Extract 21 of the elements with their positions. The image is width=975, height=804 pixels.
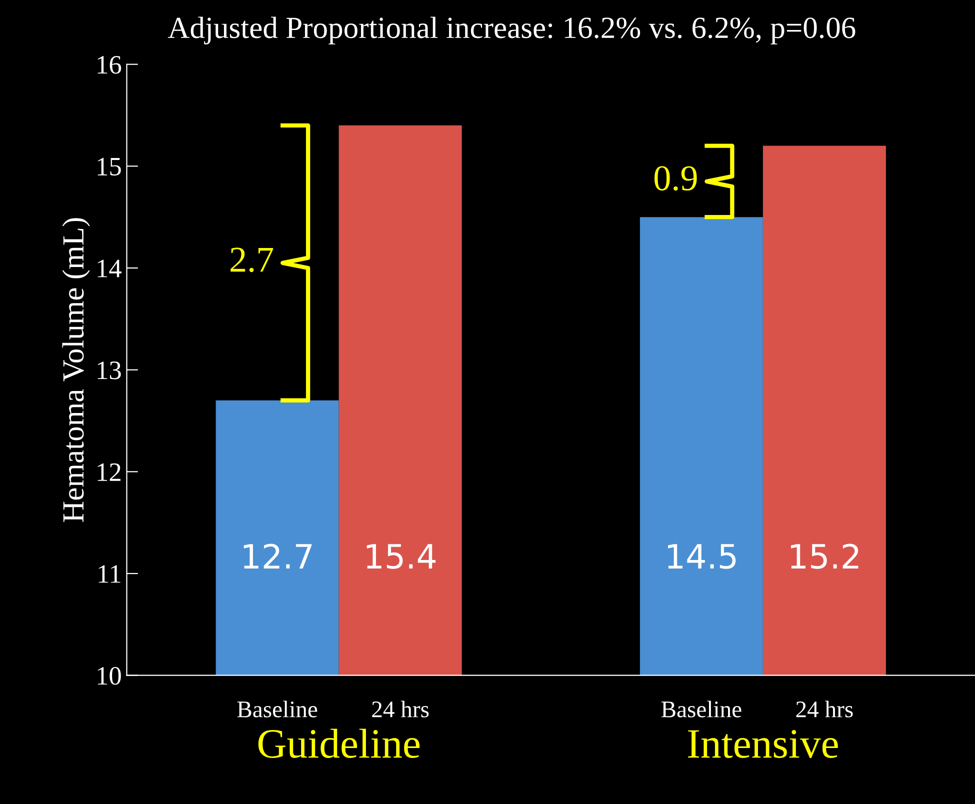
annotation: 2.7 xyxy=(230,248,274,272)
y-tick-label: 15 xyxy=(98,158,121,176)
y-tick-label: 12 xyxy=(98,463,120,481)
y-tick-label: 14 xyxy=(98,260,122,278)
annotation: 0.9 xyxy=(654,166,697,191)
data-label: 15.2 xyxy=(790,544,858,569)
data-label: 15.4 xyxy=(366,544,436,569)
text: Baseline xyxy=(661,700,742,718)
series-label: 24 hrs xyxy=(372,700,429,718)
series-label: Baseline xyxy=(237,700,318,718)
y-tick-label: 10 xyxy=(98,666,121,685)
text: 24 hrs xyxy=(796,700,853,718)
y-tick-label: 16 xyxy=(98,56,122,74)
y-tick-label: 13 xyxy=(98,362,121,380)
y-axis-title: Hematoma Volume (mL) xyxy=(62,218,90,522)
y-tick-label: 11 xyxy=(98,565,120,583)
chart-title: Adjusted Proportional increase: 16.2% vs. 6.2%, p=0.06 xyxy=(168,16,856,44)
data-label: 12.7 xyxy=(244,544,312,568)
x-tick-label: Intensive xyxy=(688,730,838,758)
x-tick-label: Guideline xyxy=(258,728,420,758)
data-label: 14.5 xyxy=(668,544,736,569)
